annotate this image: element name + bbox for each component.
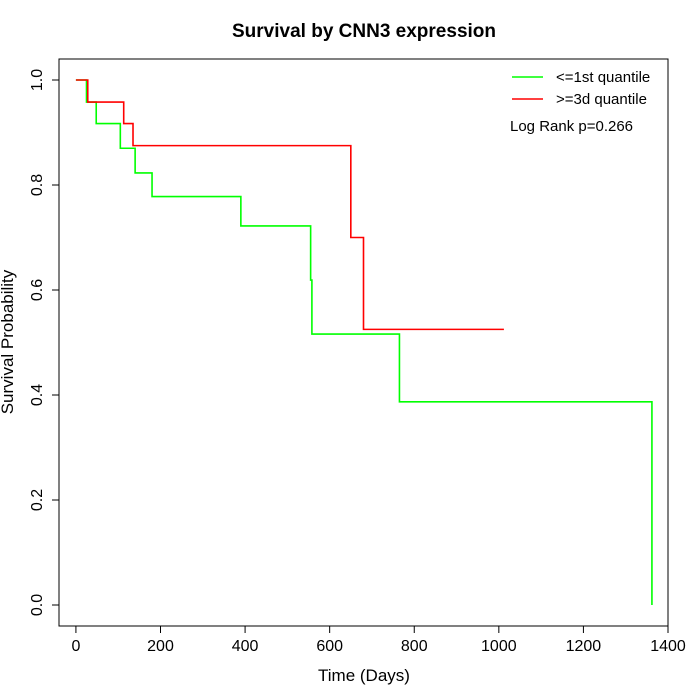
y-tick-label: 0.6 bbox=[29, 279, 46, 301]
legend-label-low-quantile: <=1st quantile bbox=[556, 69, 650, 86]
x-axis-label: Time (Days) bbox=[318, 666, 410, 685]
y-tick-label: 0.8 bbox=[29, 174, 46, 196]
plot-frame bbox=[58, 58, 669, 627]
x-tick-label: 400 bbox=[232, 638, 259, 655]
x-axis: 0 200 400 600 800 1000 1200 1400 bbox=[71, 625, 686, 655]
chart-title: Survival by CNN3 expression bbox=[232, 21, 496, 42]
y-tick-label: 0.2 bbox=[29, 489, 46, 511]
y-axis-label: Survival Probability bbox=[0, 269, 17, 414]
y-tick-label: 1.0 bbox=[29, 69, 46, 91]
legend: <=1st quantile >=3d quantile bbox=[512, 69, 650, 108]
x-tick-label: 600 bbox=[316, 638, 343, 655]
series-layer bbox=[75, 79, 653, 605]
x-tick-label: 1400 bbox=[650, 638, 686, 655]
log-rank-annotation: Log Rank p=0.266 bbox=[510, 118, 633, 135]
x-tick-label: 200 bbox=[147, 638, 174, 655]
y-tick-label: 0.4 bbox=[29, 384, 46, 406]
y-tick-label: 0.0 bbox=[29, 594, 46, 616]
series-low-quantile-line bbox=[75, 79, 653, 605]
x-tick-label: 1200 bbox=[566, 638, 602, 655]
series-high-quantile-line bbox=[75, 79, 504, 331]
legend-label-high-quantile: >=3d quantile bbox=[556, 91, 647, 108]
x-tick-label: 800 bbox=[401, 638, 428, 655]
x-tick-label: 1000 bbox=[481, 638, 517, 655]
x-tick-label: 0 bbox=[71, 638, 80, 655]
y-axis: 0.0 0.2 0.4 0.6 0.8 1.0 bbox=[29, 69, 60, 616]
